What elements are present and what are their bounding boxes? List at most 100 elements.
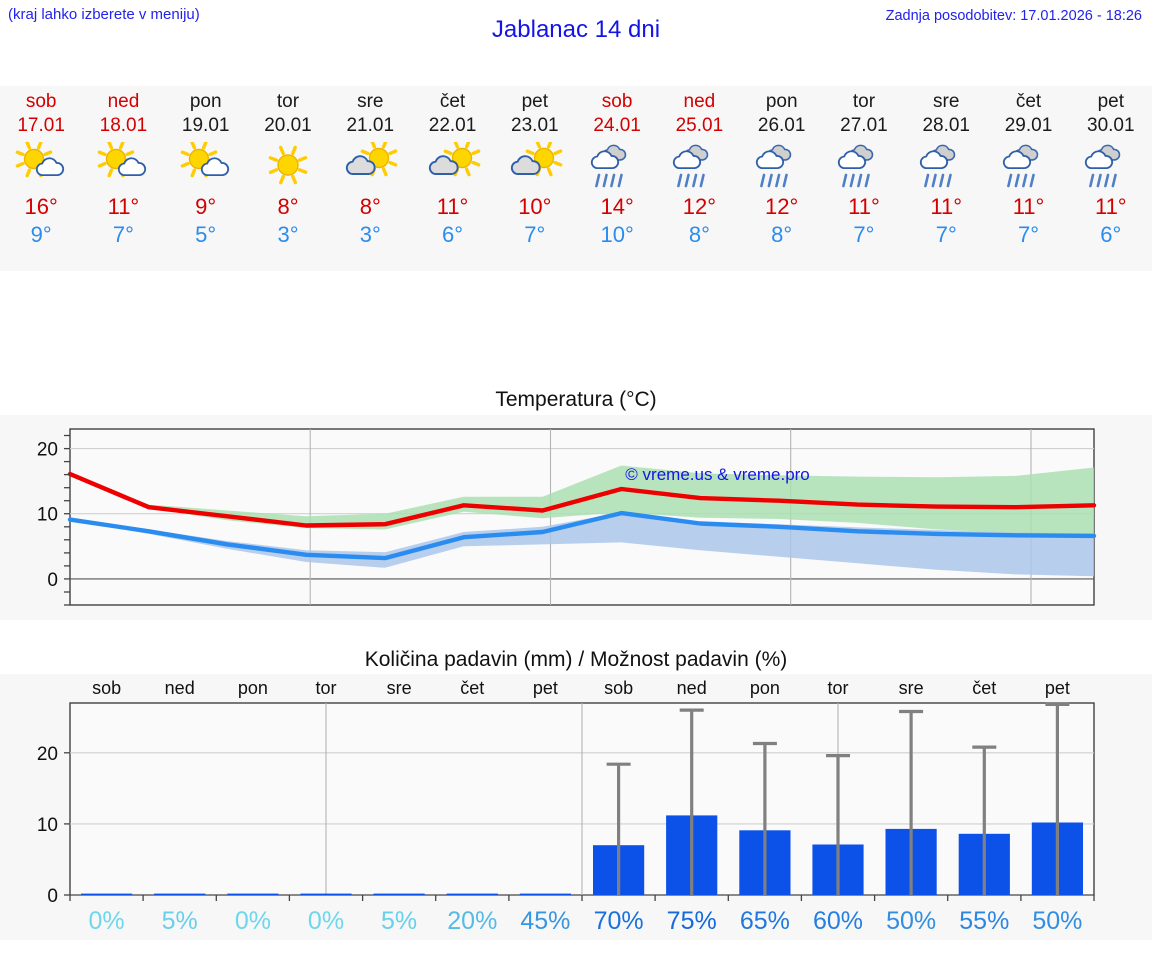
sun-icon xyxy=(257,142,319,190)
svg-text:© vreme.us & vreme.pro: © vreme.us & vreme.pro xyxy=(625,465,809,484)
svg-text:pet: pet xyxy=(533,678,558,698)
forecast-min-temp: 9° xyxy=(30,222,52,247)
forecast-day-date: 18.01 xyxy=(99,115,148,136)
forecast-day-column[interactable]: sob 24.01 14° 10° xyxy=(576,86,658,271)
forecast-day-date: 30.01 xyxy=(1087,115,1135,136)
forecast-min-temp: 7° xyxy=(524,222,546,247)
svg-text:pon: pon xyxy=(750,678,780,698)
forecast-min-temp: 6° xyxy=(442,222,464,247)
svg-text:tor: tor xyxy=(827,678,848,698)
forecast-day-name: sob xyxy=(601,91,633,112)
forecast-day-column[interactable]: sre 21.01 8° 3° xyxy=(329,86,411,271)
forecast-day-column[interactable]: čet 22.01 11° 6° xyxy=(411,86,493,271)
forecast-day-column[interactable]: tor 27.01 11° 7° xyxy=(823,86,905,271)
forecast-day-name: ned xyxy=(107,91,140,112)
forecast-day-column[interactable]: sob 17.01 16° 9° xyxy=(0,86,82,271)
svg-text:75%: 75% xyxy=(667,907,717,935)
location-hint[interactable]: (kraj lahko izberete v meniju) xyxy=(8,6,200,23)
forecast-day-name: ned xyxy=(683,91,716,112)
svg-text:65%: 65% xyxy=(740,907,790,935)
cloud-sun-icon xyxy=(339,142,401,190)
forecast-day-date: 23.01 xyxy=(511,115,559,136)
svg-text:50%: 50% xyxy=(886,907,936,935)
forecast-day-column[interactable]: pet 23.01 10° 7° xyxy=(494,86,576,271)
forecast-day-name: tor xyxy=(276,91,300,112)
forecast-day-column[interactable]: pet 30.01 11° 6° xyxy=(1070,86,1152,271)
forecast-day-column[interactable]: ned 18.01 11° 7° xyxy=(82,86,164,271)
forecast-day-date: 19.01 xyxy=(181,115,230,136)
sun-cloud-icon xyxy=(10,142,72,190)
rain-icon xyxy=(668,142,730,190)
rain-icon xyxy=(586,142,648,190)
forecast-day-date: 27.01 xyxy=(840,115,888,136)
forecast-day-date: 22.01 xyxy=(428,115,477,136)
forecast-min-temp: 7° xyxy=(1017,222,1040,247)
forecast-day-column[interactable]: pon 19.01 9° 5° xyxy=(165,86,247,271)
sun-cloud-icon xyxy=(92,142,154,190)
rain-icon xyxy=(998,142,1060,190)
rain-icon xyxy=(915,142,977,190)
forecast-day-name: sre xyxy=(357,91,384,112)
forecast-max-temp: 8° xyxy=(277,194,299,219)
daily-forecast-strip: sob 17.01 16° 9° ned 18.01 11° 7° pon 19.01 9° 5… xyxy=(0,86,1152,271)
rain-icon xyxy=(751,142,813,190)
svg-text:0: 0 xyxy=(47,570,58,591)
forecast-day-name: sob xyxy=(25,91,57,112)
forecast-min-temp: 5° xyxy=(195,222,217,247)
cloud-sun-icon xyxy=(422,142,484,190)
forecast-day-date: 17.01 xyxy=(17,115,65,136)
forecast-day-name: pon xyxy=(189,91,222,112)
forecast-min-temp: 3° xyxy=(359,222,381,247)
cloud-sun-icon xyxy=(504,142,566,190)
forecast-max-temp: 8° xyxy=(359,194,381,219)
forecast-min-temp: 6° xyxy=(1100,222,1122,247)
forecast-min-temp: 3° xyxy=(277,222,299,247)
svg-text:sre: sre xyxy=(387,678,412,698)
svg-text:20%: 20% xyxy=(447,907,497,935)
temperature-chart: 0 10 20 © vreme.us & vreme.pro xyxy=(0,415,1152,620)
svg-text:0%: 0% xyxy=(235,907,271,935)
forecast-min-temp: 7° xyxy=(112,222,134,247)
svg-text:0: 0 xyxy=(47,886,58,907)
forecast-day-column[interactable]: tor 20.01 8° 3° xyxy=(247,86,329,271)
forecast-max-temp: 11° xyxy=(930,194,963,219)
svg-text:0%: 0% xyxy=(308,907,344,935)
temperature-chart-title: Temperatura (°C) xyxy=(495,388,657,411)
rain-icon xyxy=(833,142,895,190)
forecast-max-temp: 12° xyxy=(765,194,799,219)
page-header: (kraj lahko izberete v meniju) Jablanac … xyxy=(0,0,1152,72)
sun-cloud-icon xyxy=(175,142,237,190)
forecast-min-temp: 8° xyxy=(688,222,710,247)
svg-text:čet: čet xyxy=(972,678,996,698)
page-title: Jablanac 14 dni xyxy=(491,16,661,43)
forecast-day-name: tor xyxy=(852,91,876,112)
forecast-day-date: 24.01 xyxy=(593,115,641,136)
forecast-day-date: 25.01 xyxy=(675,115,724,136)
forecast-min-temp: 7° xyxy=(853,222,875,247)
svg-text:čet: čet xyxy=(460,678,484,698)
svg-text:sob: sob xyxy=(604,678,633,698)
forecast-day-date: 21.01 xyxy=(346,115,395,136)
svg-text:sre: sre xyxy=(899,678,924,698)
forecast-day-column[interactable]: čet 29.01 11° 7° xyxy=(987,86,1069,271)
forecast-day-column[interactable]: ned 25.01 12° 8° xyxy=(658,86,740,271)
forecast-day-column[interactable]: pon 26.01 12° 8° xyxy=(741,86,823,271)
svg-text:0%: 0% xyxy=(89,907,125,935)
svg-text:50%: 50% xyxy=(1032,907,1082,935)
svg-text:55%: 55% xyxy=(959,907,1009,935)
forecast-day-name: pet xyxy=(1097,91,1124,112)
svg-text:20: 20 xyxy=(37,440,58,461)
forecast-max-temp: 11° xyxy=(107,194,140,219)
svg-text:ned: ned xyxy=(165,678,195,698)
forecast-min-temp: 8° xyxy=(771,222,793,247)
forecast-day-column[interactable]: sre 28.01 11° 7° xyxy=(905,86,987,271)
svg-text:10: 10 xyxy=(37,505,58,526)
svg-text:pon: pon xyxy=(238,678,268,698)
forecast-max-temp: 14° xyxy=(600,194,634,219)
forecast-min-temp: 7° xyxy=(935,222,957,247)
svg-text:20: 20 xyxy=(37,744,58,765)
forecast-min-temp: 10° xyxy=(600,222,634,247)
svg-text:45%: 45% xyxy=(520,907,570,935)
forecast-max-temp: 10° xyxy=(518,194,552,219)
